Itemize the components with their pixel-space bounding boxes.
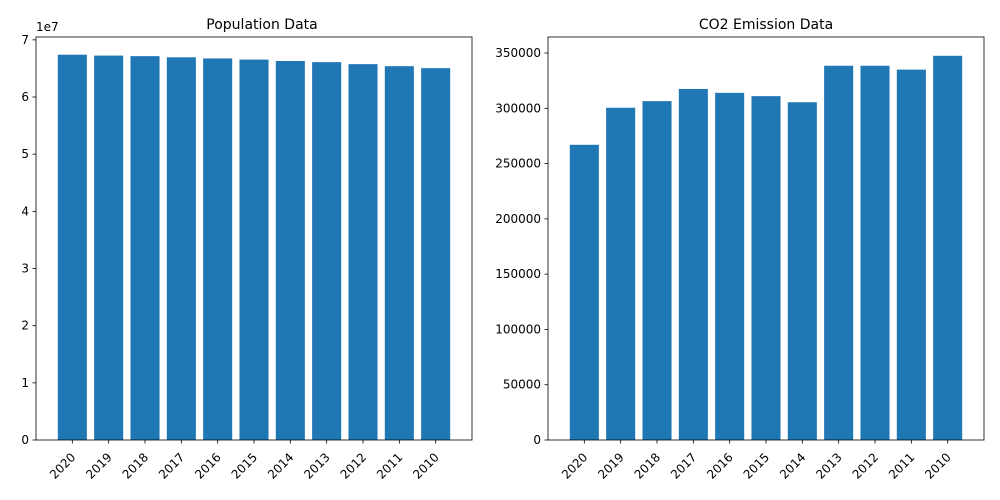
co2-emission-x-tick-label: 2012 [850, 450, 881, 481]
population-bar-2019 [94, 55, 124, 440]
co2-emission-bar-2019 [606, 107, 636, 440]
population-x-tick-label: 2016 [192, 450, 223, 481]
population-offset-text: 1e7 [36, 20, 59, 34]
population-bar-2017 [166, 57, 196, 440]
co2-emission-y-tick-label: 250000 [495, 157, 541, 171]
co2-emission-bar-2010 [933, 55, 963, 441]
co2-emission-bar-2011 [896, 69, 926, 441]
population-bar-2015 [239, 59, 269, 440]
population-x-tick-label: 2010 [410, 450, 441, 481]
population-x-tick-label: 2014 [265, 450, 296, 481]
population-y-tick-label: 3 [21, 262, 29, 276]
population-bar-2020 [57, 54, 87, 440]
population-y-tick-label: 2 [21, 319, 29, 333]
co2-emission-x-tick-label: 2015 [741, 450, 772, 481]
co2-emission-bar-2016 [715, 92, 745, 440]
population-bar-2016 [203, 58, 233, 440]
co2-emission-bar-2020 [569, 144, 599, 441]
co2-emission-bar-2018 [642, 101, 672, 440]
co2-emission-x-tick-label: 2020 [559, 450, 590, 481]
population-y-axis: 0 1 2 3 4 5 6 7 [21, 33, 36, 447]
population-bars [57, 54, 451, 441]
co2-emission-y-tick-label: 350000 [495, 46, 541, 60]
co2-emission-y-tick-label: 100000 [495, 322, 541, 336]
population-x-tick-label: 2019 [83, 450, 114, 481]
population-x-tick-label: 2020 [47, 450, 78, 481]
co2-emission-bar-2013 [824, 65, 854, 440]
co2-emission-y-tick-label: 150000 [495, 267, 541, 281]
co2-emission-chart-title: CO2 Emission Data [699, 17, 833, 33]
co2-emission-x-tick-label: 2018 [632, 450, 663, 481]
co2-emission-x-tick-label: 2014 [777, 450, 808, 481]
population-bar-2010 [421, 68, 451, 441]
population-bar-2012 [348, 64, 378, 441]
population-y-tick-label: 1 [21, 376, 29, 390]
co2-emission-x-tick-label: 2011 [886, 450, 917, 481]
population-bar-2018 [130, 56, 160, 441]
population-x-tick-label: 2012 [338, 450, 369, 481]
co2-emission-x-tick-label: 2010 [922, 450, 953, 481]
co2-emission-x-tick-label: 2019 [595, 450, 626, 481]
co2-emission-y-tick-label: 50000 [503, 378, 541, 392]
population-x-tick-label: 2015 [229, 450, 260, 481]
population-bar-2013 [312, 62, 342, 441]
co2-emission-bars [569, 55, 963, 441]
population-x-tick-label: 2017 [156, 450, 187, 481]
co2-emission-plot-frame [547, 36, 985, 441]
co2-emission-bar-2017 [678, 88, 708, 441]
co2-emission-y-tick-label: 300000 [495, 101, 541, 115]
co2-emission-chart: CO2 Emission Data 0 50000 100000 150000 2000… [495, 17, 985, 482]
population-x-tick-label: 2018 [120, 450, 151, 481]
population-x-axis: 2020 2019 2018 2017 2016 2015 2014 2013 2012 2011… [47, 440, 442, 482]
co2-emission-bar-2015 [751, 96, 781, 441]
co2-emission-y-tick-label: 200000 [495, 212, 541, 226]
population-plot-frame [35, 36, 473, 441]
population-bar-2014 [275, 61, 305, 440]
population-x-tick-label: 2013 [301, 450, 332, 481]
co2-emission-y-axis: 0 50000 100000 150000 200000 250000 300000 3500… [495, 46, 548, 447]
population-y-tick-label: 7 [21, 33, 29, 47]
co2-emission-y-tick-label: 0 [533, 433, 541, 447]
co2-emission-x-axis: 2020 2019 2018 2017 2016 2015 2014 2013 2012 2011… [559, 440, 954, 482]
population-y-tick-label: 6 [21, 90, 29, 104]
co2-emission-x-tick-label: 2013 [813, 450, 844, 481]
population-chart-title: Population Data [206, 17, 317, 33]
population-y-tick-label: 4 [21, 204, 29, 218]
population-bar-2011 [384, 66, 414, 441]
population-y-tick-label: 5 [21, 147, 29, 161]
co2-emission-x-tick-label: 2016 [704, 450, 735, 481]
population-x-tick-label: 2011 [374, 450, 405, 481]
co2-emission-bar-2014 [787, 102, 817, 440]
population-y-tick-label: 0 [21, 433, 29, 447]
co2-emission-bar-2012 [860, 65, 890, 440]
co2-emission-x-tick-label: 2017 [668, 450, 699, 481]
